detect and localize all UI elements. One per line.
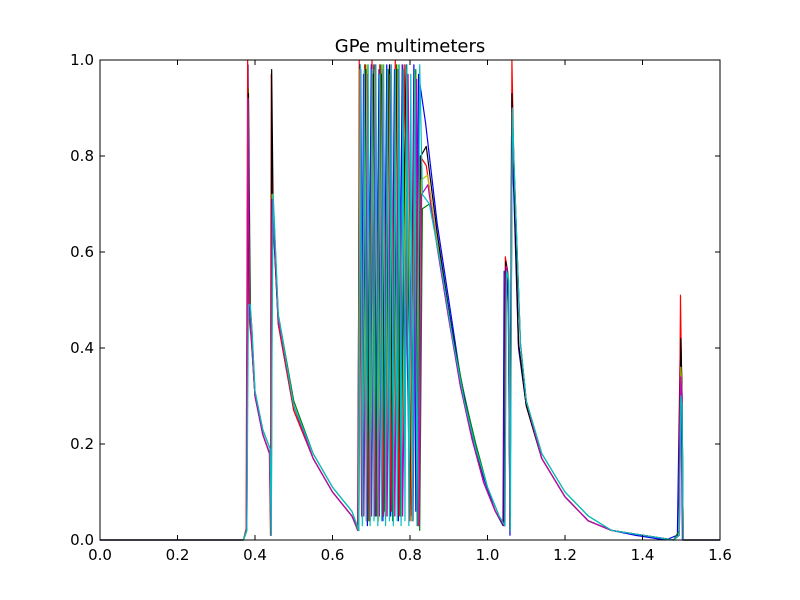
y-tick-label: 0.4	[70, 339, 94, 357]
series-line-7	[100, 64, 720, 541]
y-tick-label: 1.0	[70, 51, 94, 69]
chart-title: GPe multimeters	[335, 36, 485, 57]
x-tick-label: 0.8	[398, 546, 422, 564]
x-axis: 0.0 0.2 0.4 0.6 0.8 1.0 1.2 1.4 1.6	[88, 60, 732, 564]
y-tick-label: 0.6	[70, 243, 94, 261]
x-tick-label: 1.0	[476, 546, 500, 564]
series-line-6	[100, 64, 720, 541]
y-axis: 0.0 0.2 0.4 0.6 0.8 1.0	[70, 51, 720, 549]
x-tick-label: 0.2	[166, 546, 190, 564]
series-layer	[100, 60, 720, 541]
y-tick-label: 0.2	[70, 435, 94, 453]
x-tick-label: 0.6	[321, 546, 345, 564]
x-tick-label: 1.4	[631, 546, 655, 564]
x-tick-label: 1.6	[708, 546, 732, 564]
x-tick-label: 1.2	[553, 546, 577, 564]
y-tick-label: 0.0	[70, 531, 94, 549]
y-tick-label: 0.8	[70, 147, 94, 165]
x-tick-label: 0.0	[88, 546, 112, 564]
x-tick-label: 0.4	[243, 546, 267, 564]
